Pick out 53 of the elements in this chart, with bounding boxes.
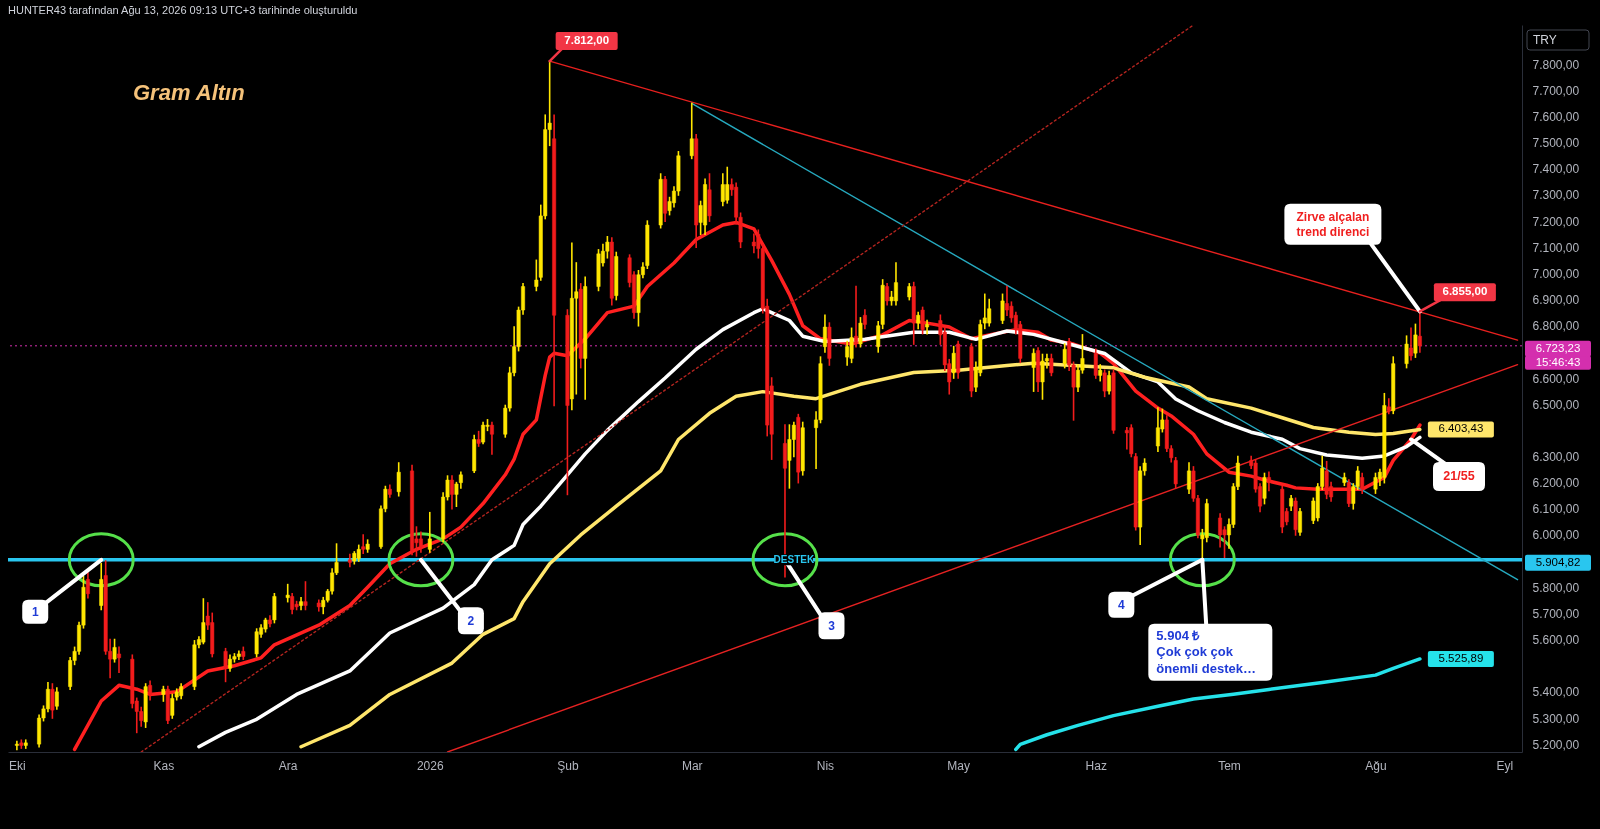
data-label: 5.525,89	[1438, 651, 1484, 664]
annotation: 5.904 ₺ Çok çok çok önemli destek…	[1156, 628, 1257, 676]
y-tick-label: 6.200,00	[1532, 476, 1580, 491]
annotation: 2	[467, 613, 475, 628]
annotation: Zirve alçalan trend direnci	[1296, 209, 1370, 239]
y-tick-label: 6.500,00	[1532, 397, 1580, 412]
y-tick-label: 7.300,00	[1532, 188, 1580, 203]
x-tick-label: Ağu	[1365, 758, 1387, 773]
y-tick-label: 5.400,00	[1532, 685, 1580, 700]
x-tick-label: Şub	[557, 758, 579, 773]
y-tick-label: 6.600,00	[1532, 371, 1580, 386]
annotation: 21/55	[1443, 469, 1475, 484]
y-tick-label: 7.800,00	[1532, 57, 1580, 72]
y-tick-label: 6.900,00	[1532, 293, 1580, 308]
annotation: 3	[828, 618, 836, 633]
y-tick-label: 5.800,00	[1532, 580, 1580, 595]
annotation: 4	[1117, 597, 1125, 612]
y-tick-label: 6.800,00	[1532, 319, 1580, 334]
x-tick-label: Ara	[278, 758, 298, 773]
x-tick-label: 2026	[416, 758, 444, 773]
data-label: 6.403,43	[1438, 422, 1484, 435]
y-tick-label: 5.200,00	[1532, 737, 1580, 752]
y-tick-label: 7.100,00	[1532, 240, 1580, 255]
annotation: DESTEK	[773, 553, 815, 565]
y-tick-label: 5.700,00	[1532, 606, 1580, 621]
x-tick-label: Tem	[1218, 758, 1241, 773]
x-tick-label: May	[947, 758, 970, 773]
x-tick-label: Eyl	[1496, 758, 1514, 773]
text: TRY	[1533, 33, 1557, 47]
ref-line-label: 5.904,82	[1535, 555, 1581, 568]
y-tick-label: 7.000,00	[1532, 266, 1580, 281]
y-tick-label: 6.000,00	[1532, 528, 1580, 543]
annotation: 7.812,00	[564, 34, 610, 47]
text: HUNTER43 tarafından Ağu 13, 2026 09:13 UTC+3 tarihinde oluşturuldu	[8, 4, 358, 16]
y-tick-label: 5.300,00	[1532, 711, 1580, 726]
annotation: 6.855,00	[1442, 285, 1488, 298]
y-tick-label: 6.100,00	[1532, 502, 1580, 517]
annotation: 1	[31, 604, 39, 619]
y-tick-label: 7.400,00	[1532, 162, 1580, 177]
x-tick-label: Eki	[9, 758, 26, 773]
y-tick-label: 7.500,00	[1532, 136, 1580, 151]
x-tick-label: Kas	[153, 758, 175, 773]
ref-line-label: 6.723,23	[1535, 341, 1581, 354]
x-tick-label: Mar	[681, 758, 703, 773]
text: Gram Altın	[133, 80, 245, 105]
y-tick-label: 7.700,00	[1532, 83, 1580, 98]
y-tick-label: 5.600,00	[1532, 633, 1580, 648]
x-tick-label: Nis	[816, 758, 835, 773]
y-tick-label: 7.200,00	[1532, 214, 1580, 229]
y-tick-label: 7.600,00	[1532, 110, 1580, 125]
y-tick-label: 6.300,00	[1532, 449, 1580, 464]
x-tick-label: Haz	[1085, 758, 1107, 773]
annotation: 15:46:43	[1535, 355, 1581, 368]
